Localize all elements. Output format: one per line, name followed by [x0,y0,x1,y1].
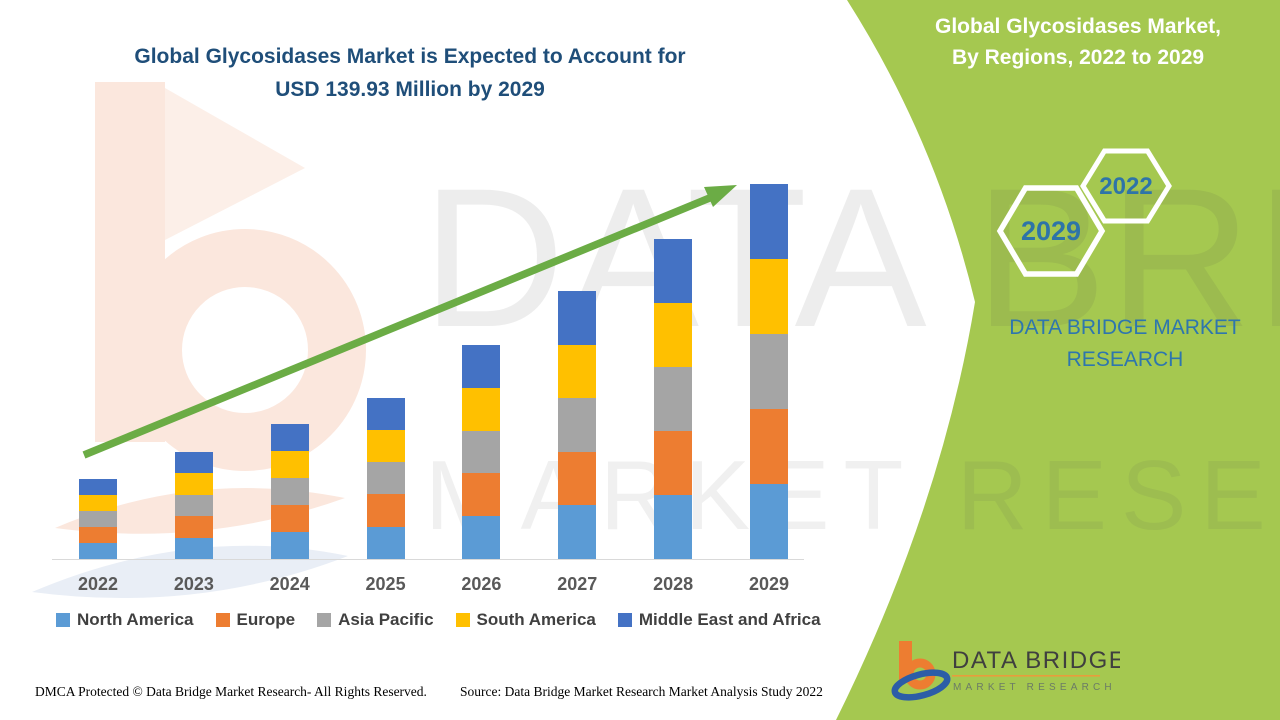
hexagon-2029-label: 2029 [1021,216,1081,246]
chart-title: Global Glycosidases Market is Expected t… [40,40,780,106]
banner-brand-line2: RESEARCH [1066,348,1184,371]
banner-heading-line1: Global Glycosidases Market, [935,15,1221,38]
logo-wordmark: DATA BRIDGE [952,647,1120,674]
logo-tagline: MARKET RESEARCH [953,682,1116,693]
legend-label-asia-pacific: Asia Pacific [338,610,434,629]
legend-swatch-south-america [455,613,470,627]
hexagon-2029 [996,185,1106,277]
chart-title-line2: USD 139.93 Million by 2029 [275,78,545,101]
legend-label-south-america: South America [476,610,596,629]
banner-heading-line2: By Regions, 2022 to 2029 [951,46,1205,69]
footer-source-text: Source: Data Bridge Market Research Mark… [460,684,823,699]
legend-swatch-middle-east-and-africa [617,613,632,627]
legend-item-north-america: North America [56,610,194,630]
banner-brand: DATA BRIDGE MARKET RESEARCH [960,312,1280,376]
chart-title-line1: Global Glycosidases Market is Expected t… [134,45,686,68]
legend-label-europe: Europe [236,610,296,629]
logo-divider [952,675,1100,677]
legend-swatch-europe [215,613,230,627]
x-axis-line [52,559,804,560]
hexagon-2022 [1080,148,1172,224]
hexagon-2022-label: 2022 [1099,173,1152,200]
banner-heading: Global Glycosidases Market, By Regions, … [880,11,1276,73]
legend-item-asia-pacific: Asia Pacific [317,610,434,630]
legend-item-south-america: South America [455,610,596,630]
legend-swatch-north-america [56,613,70,627]
legend-item-europe: Europe [215,610,296,630]
legend-item-middle-east-and-africa: Middle East and Africa [617,610,821,630]
footer-dmca-text: DMCA Protected © Data Bridge Market Rese… [35,684,427,699]
legend-label-middle-east-and-africa: Middle East and Africa [638,610,821,629]
banner-brand-line1: DATA BRIDGE MARKET [1009,316,1241,339]
chart-legend: North America Europe Asia Pacific South Ame… [56,610,821,630]
legend-label-north-america: North America [77,610,194,629]
logo-swoosh [891,669,951,701]
dbmr-footer-logo: DATA BRIDGE MARKET RESEARCH [891,641,1120,701]
legend-swatch-asia-pacific [317,613,332,627]
